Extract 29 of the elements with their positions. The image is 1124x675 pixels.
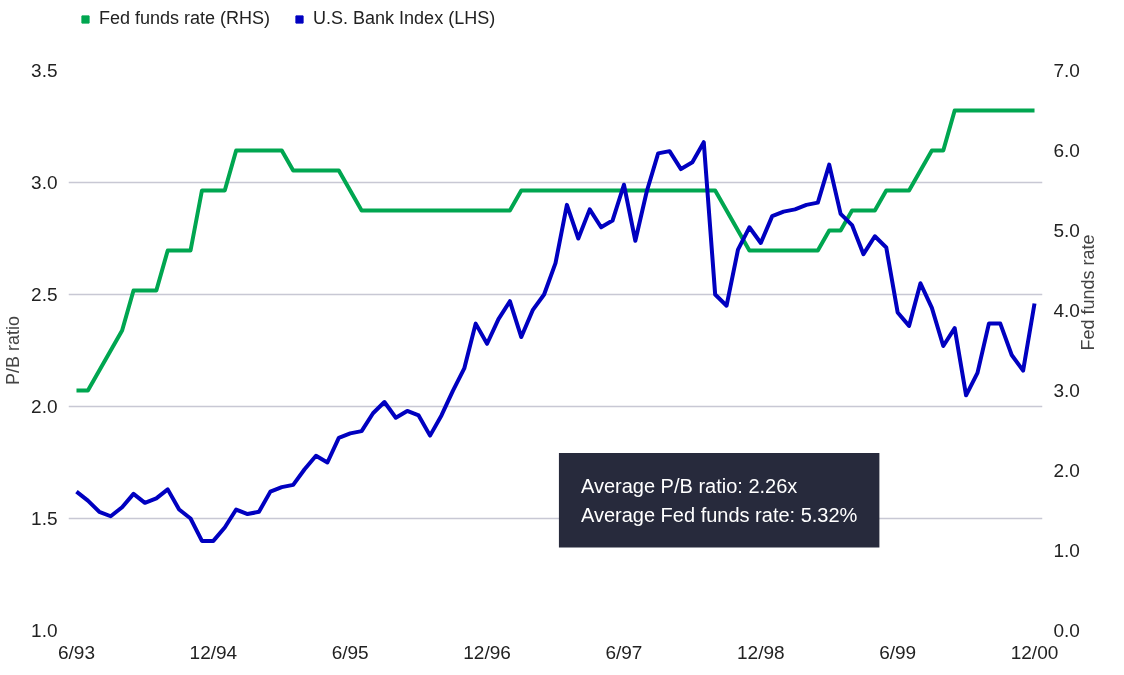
y2-tick-label: 3.0 <box>1053 380 1080 401</box>
annotation: Average P/B ratio: 2.26x <box>580 475 798 498</box>
x-tick-label: 12/98 <box>737 641 785 663</box>
annotation: Average Fed funds rate: 5.32% <box>580 503 858 526</box>
legend-label: Fed funds rate (RHS) <box>99 8 271 29</box>
legend-label: U.S. Bank Index (LHS) <box>313 8 496 29</box>
x-tick-label: 12/00 <box>1010 641 1059 663</box>
y2-tick-label: 7.0 <box>1053 60 1080 81</box>
x-tick-label: 6/93 <box>57 641 95 663</box>
y2-tick-label: 4.0 <box>1053 300 1080 321</box>
y2-tick-label: 0.0 <box>1053 620 1080 641</box>
y-tick-label: 1.5 <box>31 508 58 529</box>
y-tick-label: 1.0 <box>31 620 58 641</box>
y-tick-label: 3.0 <box>31 172 58 193</box>
y-tick-label: 3.5 <box>31 60 58 81</box>
y2-tick-label: 6.0 <box>1053 140 1080 161</box>
y2-tick-label: 2.0 <box>1053 460 1080 481</box>
line-series <box>74 108 1037 393</box>
x-tick-label: 6/99 <box>879 641 917 663</box>
y-tick-label: 2.0 <box>31 396 58 417</box>
x-tick-label: 6/95 <box>331 641 369 663</box>
line-series <box>74 140 1037 543</box>
x-tick-label: 6/97 <box>605 641 643 663</box>
y2-tick-label: 1.0 <box>1053 540 1080 561</box>
y-axis-title: P/B ratio <box>3 315 24 386</box>
x-tick-label: 12/94 <box>189 641 238 663</box>
y2-tick-label: 5.0 <box>1053 220 1080 241</box>
y-tick-label: 2.5 <box>31 284 58 305</box>
x-tick-label: 12/96 <box>463 641 511 663</box>
